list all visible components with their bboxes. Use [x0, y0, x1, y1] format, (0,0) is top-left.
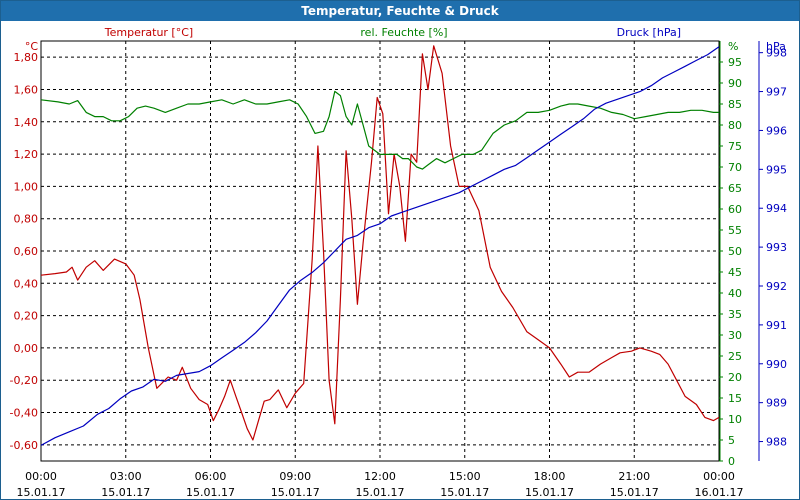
humidity-tick-label: 15: [728, 392, 742, 405]
humidity-tick-label: 20: [728, 371, 742, 384]
humidity-tick-label: 5: [728, 434, 735, 447]
x-date-label: 15.01.17: [186, 486, 235, 499]
x-tick-label: 06:00: [195, 470, 227, 483]
x-date-label: 15.01.17: [356, 486, 405, 499]
humidity-tick-label: 75: [728, 140, 742, 153]
pressure-unit-label: hPa: [766, 40, 786, 53]
pressure-tick-label: 993: [766, 241, 787, 254]
pressure-tick-label: 988: [766, 436, 787, 449]
humidity-line: [40, 90, 719, 170]
x-date-label: 16.01.17: [695, 486, 744, 499]
humidity-axis-title: rel. Feuchte [%]: [360, 26, 447, 39]
humidity-tick-label: 35: [728, 308, 742, 321]
humidity-tick-label: 85: [728, 98, 742, 111]
pressure-tick-label: 995: [766, 163, 787, 176]
temperature-line: [40, 45, 720, 441]
x-date-label: 15.01.17: [271, 486, 320, 499]
humidity-tick-label: 45: [728, 266, 742, 279]
humidity-tick-label: 10: [728, 413, 742, 426]
temperature-tick-label: 1,00: [14, 180, 39, 193]
pressure-tick-label: 991: [766, 319, 787, 332]
humidity-tick-label: 65: [728, 182, 742, 195]
pressure-tick-label: 996: [766, 124, 787, 137]
temperature-tick-label: 1,80: [14, 51, 39, 64]
pressure-axis-title: Druck [hPa]: [617, 26, 681, 39]
temperature-tick-label: 0,60: [14, 245, 39, 258]
humidity-tick-label: 60: [728, 203, 742, 216]
temperature-unit-label: °C: [25, 40, 39, 53]
humidity-tick-label: 40: [728, 287, 742, 300]
humidity-tick-label: 70: [728, 161, 742, 174]
temperature-tick-label: 0,00: [14, 342, 39, 355]
humidity-tick-label: 30: [728, 329, 742, 342]
temperature-tick-label: 1,40: [14, 116, 39, 129]
x-date-label: 15.01.17: [610, 486, 659, 499]
humidity-tick-label: 80: [728, 119, 742, 132]
temperature-tick-label: 0,20: [14, 310, 39, 323]
pressure-tick-label: 992: [766, 280, 787, 293]
x-tick-label: 03:00: [110, 470, 142, 483]
humidity-tick-label: 90: [728, 77, 742, 90]
temperature-tick-label: 0,80: [14, 213, 39, 226]
pressure-tick-label: 990: [766, 358, 787, 371]
humidity-tick-label: 55: [728, 224, 742, 237]
x-tick-label: 00:00: [703, 470, 735, 483]
pressure-tick-label: 994: [766, 202, 787, 215]
x-date-label: 15.01.17: [17, 486, 66, 499]
temperature-tick-label: 1,60: [14, 83, 39, 96]
x-tick-label: 00:00: [25, 470, 57, 483]
humidity-unit-label: %: [728, 40, 738, 53]
temperature-tick-label: -0,20: [10, 374, 38, 387]
temperature-tick-label: -0,60: [10, 439, 38, 452]
x-tick-label: 21:00: [618, 470, 650, 483]
pressure-tick-label: 998: [766, 47, 787, 60]
temperature-axis-title: Temperatur [°C]: [104, 26, 193, 39]
x-tick-label: 12:00: [364, 470, 396, 483]
humidity-tick-label: 95: [728, 56, 742, 69]
humidity-tick-label: 0: [728, 455, 735, 468]
x-date-label: 15.01.17: [525, 486, 574, 499]
x-date-label: 15.01.17: [101, 486, 150, 499]
x-tick-label: 18:00: [534, 470, 566, 483]
temperature-tick-label: -0,40: [10, 407, 38, 420]
pressure-line: [40, 46, 720, 446]
x-date-label: 15.01.17: [440, 486, 489, 499]
temperature-tick-label: 1,20: [14, 148, 39, 161]
pressure-tick-label: 997: [766, 86, 787, 99]
x-tick-label: 09:00: [279, 470, 311, 483]
chart-title: Temperatur, Feuchte & Druck: [1, 1, 799, 21]
temperature-tick-label: 0,40: [14, 277, 39, 290]
humidity-tick-label: 50: [728, 245, 742, 258]
pressure-tick-label: 989: [766, 397, 787, 410]
humidity-tick-label: 25: [728, 350, 742, 363]
x-tick-label: 15:00: [449, 470, 481, 483]
